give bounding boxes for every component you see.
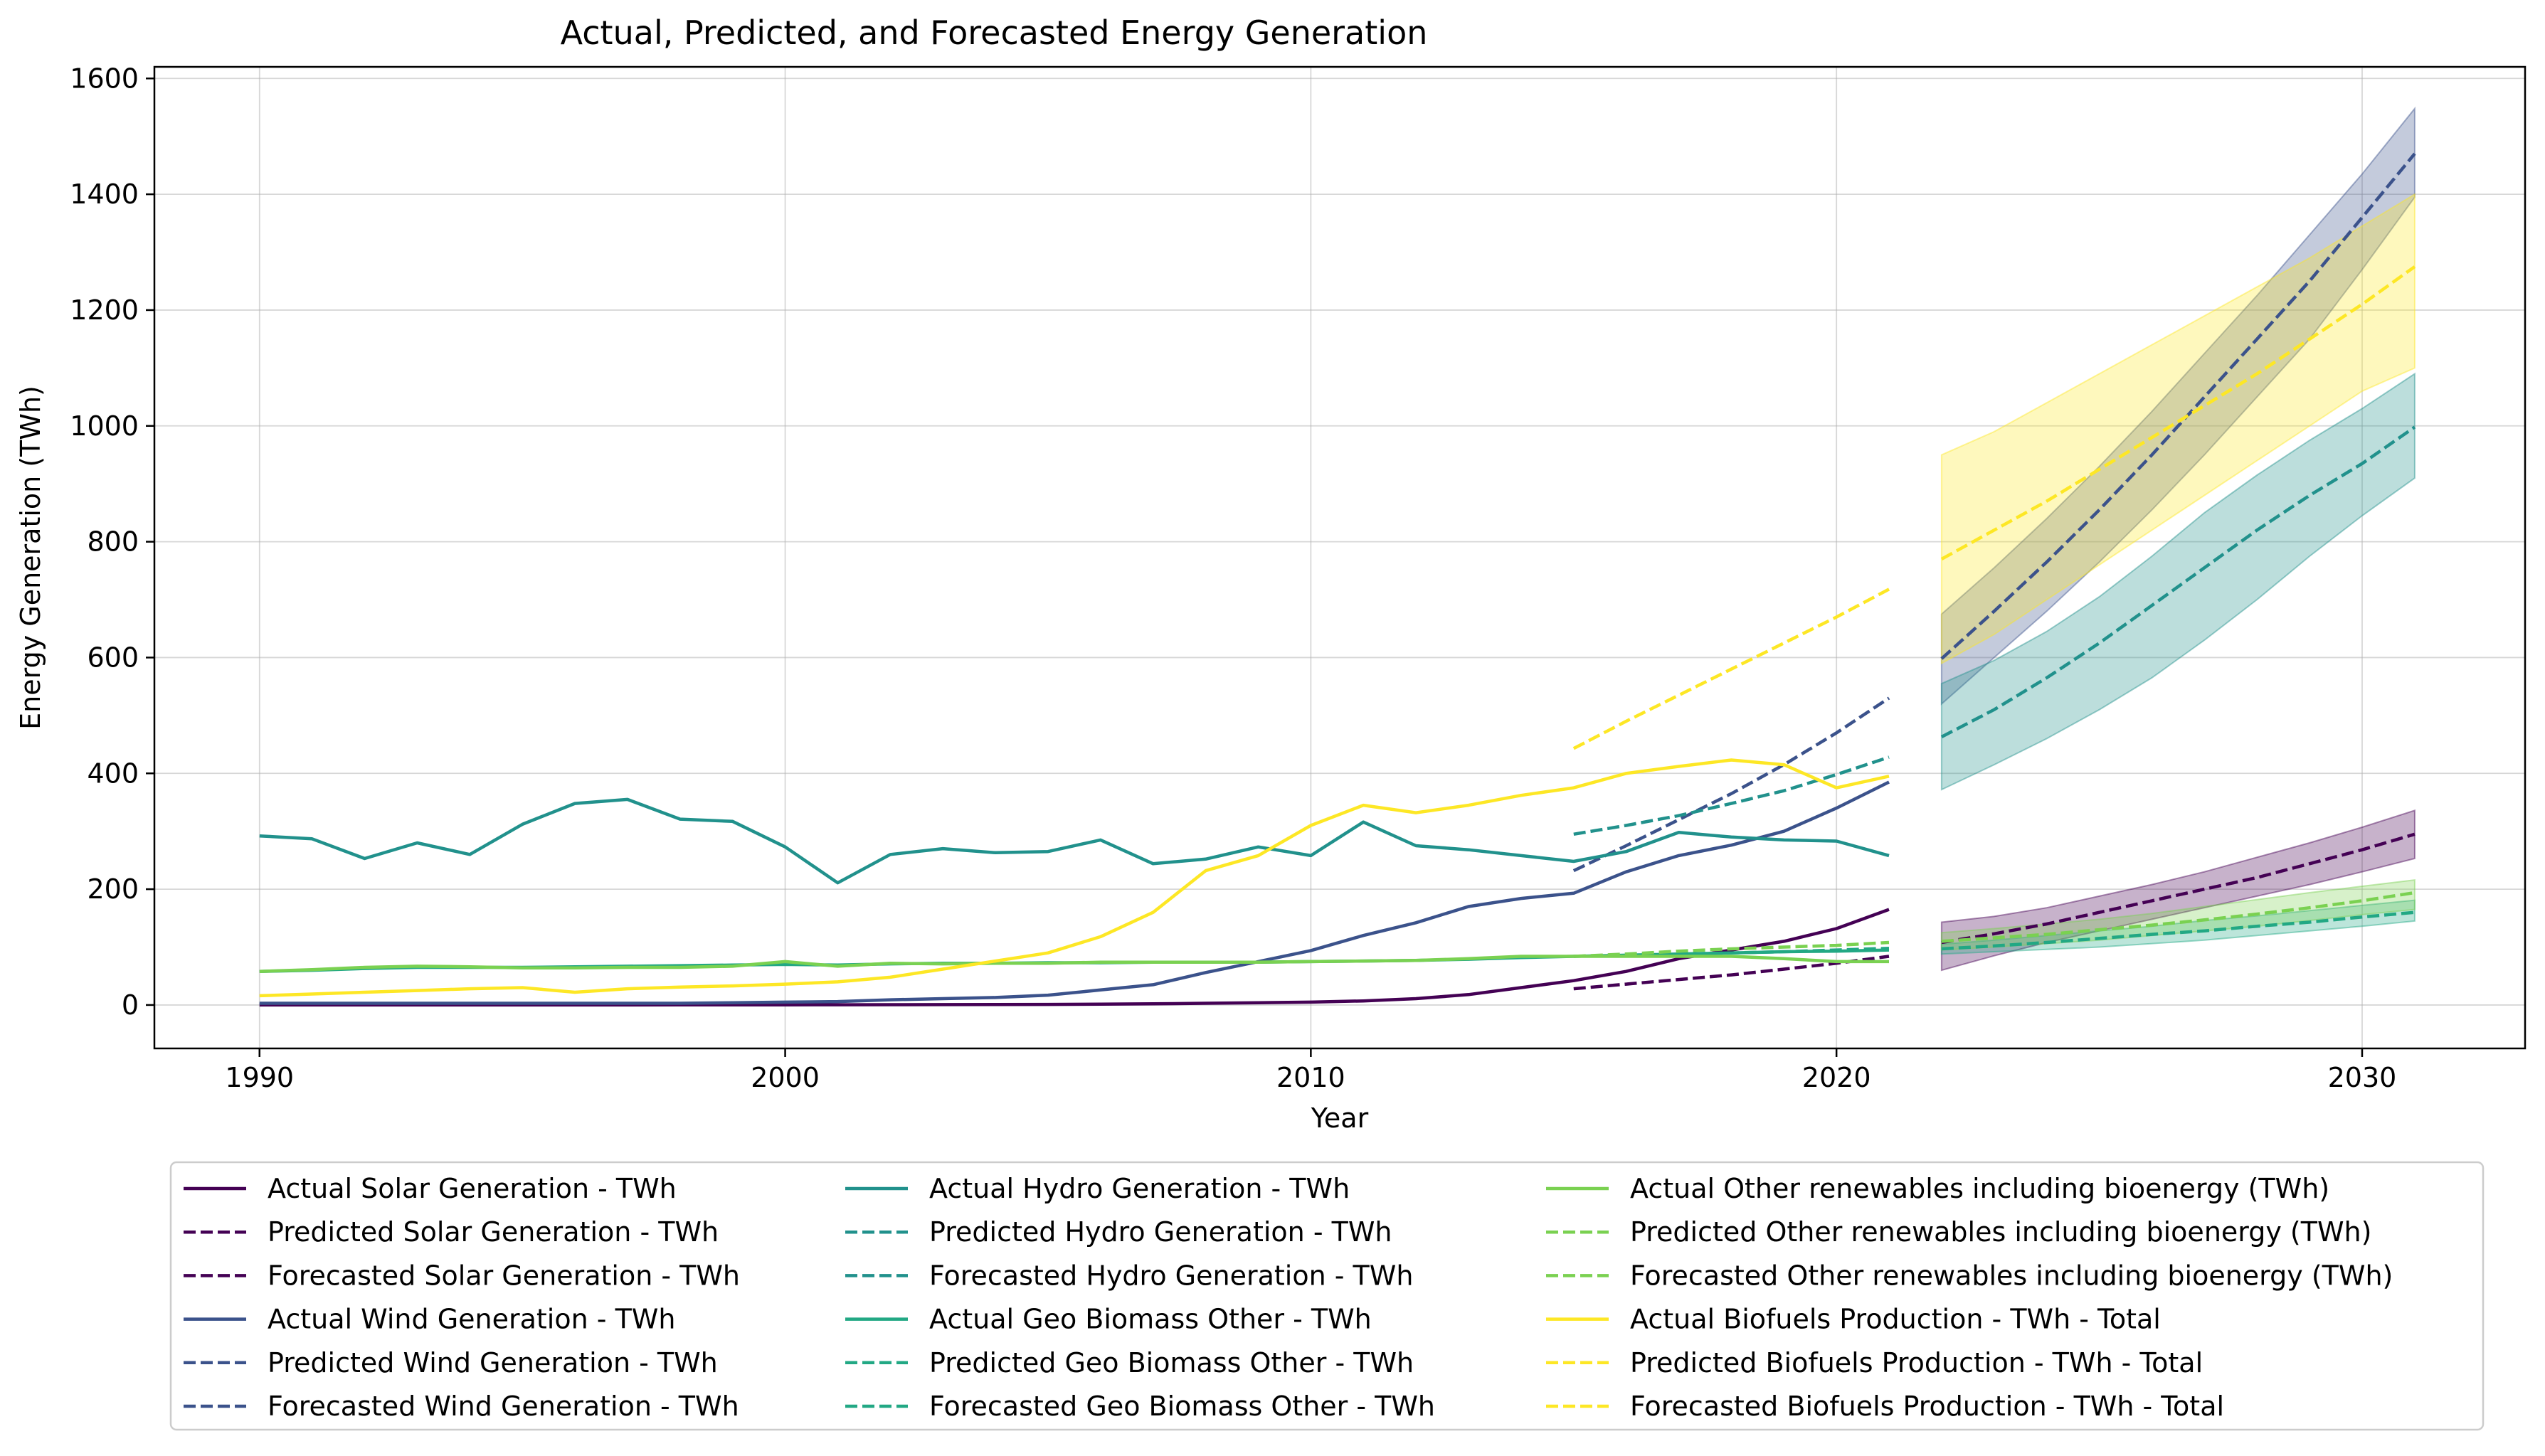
legend-label: Predicted Wind Generation - TWh — [268, 1347, 718, 1378]
x-tick-label: 2020 — [1802, 1062, 1871, 1093]
legend-label: Actual Geo Biomass Other - TWh — [929, 1304, 1372, 1335]
grid — [154, 67, 2525, 1048]
actual-series-line — [259, 758, 1890, 998]
x-tick-label: 2030 — [2328, 1062, 2397, 1093]
legend-label: Predicted Hydro Generation - TWh — [929, 1216, 1392, 1248]
legend-label: Actual Other renewables including bioene… — [1630, 1173, 2329, 1204]
y-tick-label: 0 — [122, 989, 139, 1021]
forecast-confidence-band — [1940, 809, 2416, 972]
chart-title: Actual, Predicted, and Forecasted Energy… — [561, 14, 1428, 52]
forecast-series-line — [1941, 910, 2416, 951]
legend-label: Forecasted Solar Generation - TWh — [268, 1260, 740, 1291]
legend-label: Forecasted Geo Biomass Other - TWh — [929, 1391, 1435, 1422]
plot-frame — [153, 65, 2527, 1050]
predicted-series-line — [1572, 588, 1890, 750]
forecast-series-line — [1941, 891, 2416, 943]
forecast-series-line — [1941, 832, 2416, 945]
forecast-confidence-band — [1940, 193, 2416, 665]
y-tick-label: 600 — [87, 642, 139, 673]
forecast-confidence-band — [1940, 106, 2416, 706]
forecast-series-line — [1940, 425, 2416, 738]
x-axis-label: Year — [1311, 1102, 1369, 1134]
forecast-series-line — [1940, 152, 2416, 660]
legend: Actual Solar Generation - TWh Predicted S… — [169, 1161, 2485, 1431]
predicted-series-line — [1573, 955, 1890, 991]
legend-label: Forecasted Wind Generation - TWh — [268, 1391, 739, 1422]
legend-label: Forecasted Biofuels Production - TWh - T… — [1630, 1391, 2224, 1422]
legend-label: Actual Solar Generation - TWh — [268, 1173, 677, 1204]
forecast-confidence-band — [1940, 372, 2416, 791]
y-tick-label: 1600 — [70, 63, 139, 94]
y-axis-label: Energy Generation (TWh) — [15, 386, 46, 730]
forecast-bands — [1940, 106, 2416, 972]
legend-frame — [169, 1161, 2485, 1431]
axis-ticks: 1990 2000 2010 2020 2030 0 200 400 600 800 1000 120… — [70, 63, 2396, 1093]
y-tick-label: 800 — [87, 526, 139, 558]
predicted-series-line — [1573, 755, 1890, 836]
legend-label: Predicted Biofuels Production - TWh - To… — [1630, 1347, 2203, 1378]
legend-label: Predicted Geo Biomass Other - TWh — [929, 1347, 1414, 1378]
x-tick-label: 2010 — [1276, 1062, 1345, 1093]
predicted-series-line — [1572, 696, 1890, 873]
y-tick-label: 1000 — [70, 410, 139, 442]
legend-label: Forecasted Hydro Generation - TWh — [929, 1260, 1413, 1291]
predicted-series-line — [1573, 940, 1890, 958]
legend-label: Predicted Other renewables including bio… — [1630, 1216, 2371, 1248]
legend-label: Actual Wind Generation - TWh — [268, 1304, 675, 1335]
actual-series-line — [259, 797, 1890, 885]
legend-label: Forecasted Other renewables including bi… — [1630, 1260, 2393, 1291]
x-tick-label: 1990 — [225, 1062, 294, 1093]
y-tick-label: 400 — [87, 758, 139, 789]
y-tick-label: 1200 — [70, 294, 139, 326]
legend-label: Actual Biofuels Production - TWh - Total — [1630, 1304, 2161, 1335]
y-tick-label: 200 — [87, 873, 139, 905]
actual-series-line — [259, 908, 1890, 1007]
series-lines — [259, 152, 2416, 1007]
actual-series-line — [259, 780, 1890, 1005]
x-tick-label: 2000 — [751, 1062, 820, 1093]
legend-label: Predicted Solar Generation - TWh — [268, 1216, 719, 1248]
actual-series-line — [259, 955, 1889, 973]
y-tick-label: 1400 — [70, 179, 139, 210]
forecast-series-line — [1940, 265, 2416, 560]
legend-label: Actual Hydro Generation - TWh — [929, 1173, 1350, 1204]
